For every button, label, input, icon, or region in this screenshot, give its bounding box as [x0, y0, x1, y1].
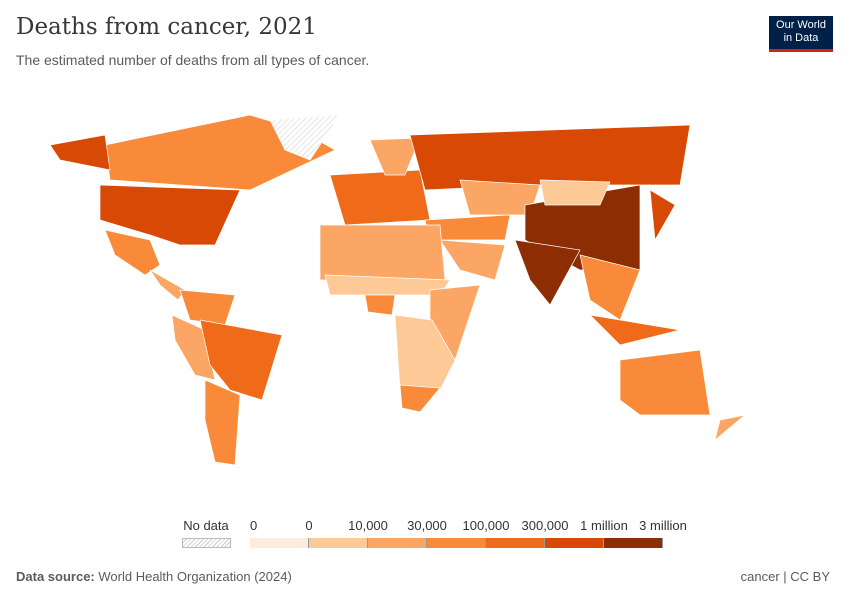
legend-tick-label: 0: [250, 518, 258, 533]
country-colombia-venezuela[interactable]: [179, 289, 236, 326]
legend-bin-1[interactable]: [309, 538, 368, 548]
legend-bin-0[interactable]: [250, 538, 309, 548]
country-brazil[interactable]: [199, 319, 283, 401]
legend-tick-label: 30,000: [407, 518, 447, 533]
legend-bin-4[interactable]: [486, 538, 545, 548]
legend: No data 0 0 10,000 30,000 100,000 300,000 1 mi…: [170, 518, 700, 558]
logo-line2: in Data: [783, 32, 819, 44]
country-middle-east[interactable]: [439, 239, 506, 281]
legend-tick-label: 1 million: [580, 518, 628, 533]
country-argentina-chile[interactable]: [204, 379, 241, 466]
country-japan[interactable]: [649, 189, 676, 242]
chart-subtitle: The estimated number of deaths from all …: [16, 52, 370, 68]
country-greenland[interactable]: [269, 114, 341, 161]
legend-tick-label: 100,000: [462, 518, 510, 533]
country-alaska[interactable]: [49, 134, 111, 171]
country-india[interactable]: [514, 239, 581, 306]
footer-license[interactable]: cancer | CC BY: [740, 569, 830, 584]
legend-no-data-swatch[interactable]: [182, 538, 231, 548]
country-south-africa[interactable]: [399, 384, 441, 413]
legend-no-data-label: No data: [183, 518, 229, 533]
legend-tick-label: 3 million: [639, 518, 687, 533]
country-mongolia[interactable]: [539, 179, 611, 206]
country-nigeria[interactable]: [364, 294, 396, 316]
legend-bin-6[interactable]: [604, 538, 663, 548]
country-western-europe[interactable]: [329, 169, 431, 226]
legend-bin-3[interactable]: [427, 538, 486, 548]
legend-bin-2[interactable]: [368, 538, 427, 548]
data-source: Data source: World Health Organization (…: [16, 569, 292, 584]
world-map: [49, 114, 746, 466]
source-label: Data source:: [16, 569, 95, 584]
legend-tick-label: 0: [305, 518, 313, 533]
logo-line1: Our World: [776, 19, 826, 31]
legend-bin-5[interactable]: [545, 538, 604, 548]
country-new-zealand[interactable]: [714, 414, 746, 441]
country-central-america[interactable]: [149, 269, 186, 301]
owid-logo[interactable]: Our World in Data: [769, 16, 833, 52]
country-north-africa[interactable]: [319, 224, 446, 281]
country-mexico[interactable]: [104, 229, 161, 276]
country-scandinavia[interactable]: [369, 137, 421, 176]
country-indonesia[interactable]: [588, 314, 681, 346]
legend-tick-label: 10,000: [348, 518, 388, 533]
legend-tick-label: 300,000: [521, 518, 569, 533]
country-australia[interactable]: [619, 349, 711, 416]
country-united-states[interactable]: [99, 184, 241, 246]
chart-title: Deaths from cancer, 2021: [16, 14, 317, 40]
country-central-southern-africa[interactable]: [394, 314, 456, 391]
source-link[interactable]: World Health Organization (2024): [98, 569, 292, 584]
